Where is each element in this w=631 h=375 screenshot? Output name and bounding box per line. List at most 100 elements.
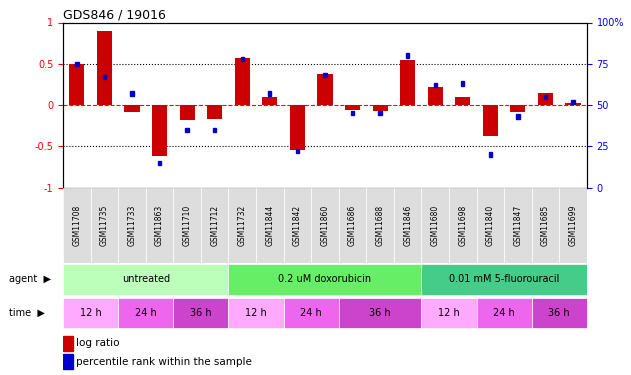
Bar [351,111,354,116]
Text: GSM11840: GSM11840 [486,204,495,246]
Bar [559,188,587,262]
Text: percentile rank within the sample: percentile rank within the sample [76,357,252,367]
Bar [228,298,283,328]
Bar [379,111,382,116]
Bar [433,83,437,87]
Bar [158,160,162,165]
Bar [97,31,112,105]
Bar [63,354,73,369]
Bar [476,298,532,328]
Text: GSM11735: GSM11735 [100,204,109,246]
Bar [406,54,410,58]
Bar [201,188,228,262]
Bar [317,74,333,105]
Bar [63,264,228,295]
Text: GSM11846: GSM11846 [403,204,412,246]
Bar [400,60,415,105]
Bar [63,188,91,262]
Text: GSM11710: GSM11710 [182,204,192,246]
Text: 24 h: 24 h [493,308,515,318]
Bar [428,87,443,105]
Text: GSM11686: GSM11686 [348,204,357,246]
Bar [544,95,547,99]
Bar [311,188,339,262]
Bar [63,336,73,351]
Text: GDS846 / 19016: GDS846 / 19016 [63,8,166,21]
Text: 36 h: 36 h [190,308,212,318]
Text: GSM11732: GSM11732 [238,204,247,246]
Bar [228,264,422,295]
Bar [422,264,587,295]
Text: time  ▶: time ▶ [9,308,45,318]
Bar [532,298,587,328]
Bar [323,73,327,77]
Bar [572,100,575,104]
Text: untreated: untreated [122,274,170,284]
Bar [228,188,256,262]
Bar [131,92,134,96]
Bar [180,105,195,120]
Text: 36 h: 36 h [369,308,391,318]
Bar [372,105,387,111]
Bar [146,188,174,262]
Bar [476,188,504,262]
Bar [69,64,85,105]
Text: 12 h: 12 h [438,308,460,318]
Bar [290,105,305,150]
Bar [124,105,139,112]
Bar [213,128,216,132]
Bar [516,114,519,118]
Text: agent  ▶: agent ▶ [9,274,52,284]
Text: 36 h: 36 h [548,308,570,318]
Text: 12 h: 12 h [245,308,267,318]
Text: GSM11733: GSM11733 [127,204,136,246]
Bar [91,188,118,262]
Bar [240,57,244,61]
Bar [532,188,559,262]
Text: 24 h: 24 h [300,308,322,318]
Bar [455,97,470,105]
Bar [75,62,78,66]
Bar [449,188,476,262]
Bar [538,93,553,105]
Bar [283,188,311,262]
Bar [422,298,476,328]
Text: 0.01 mM 5-fluorouracil: 0.01 mM 5-fluorouracil [449,274,559,284]
Text: GSM11847: GSM11847 [514,204,522,246]
Bar [510,105,526,112]
Text: GSM11860: GSM11860 [321,204,329,246]
Bar [394,188,422,262]
Bar [367,188,394,262]
Bar [345,105,360,110]
Bar [422,188,449,262]
Bar [483,105,498,136]
Bar [296,149,299,153]
Text: GSM11688: GSM11688 [375,204,384,246]
Text: 24 h: 24 h [135,308,156,318]
Bar [504,188,532,262]
Bar [207,105,222,119]
Bar [63,298,118,328]
Bar [268,92,271,96]
Bar [339,188,367,262]
Text: GSM11685: GSM11685 [541,204,550,246]
Text: GSM11698: GSM11698 [458,204,468,246]
Text: GSM11680: GSM11680 [431,204,440,246]
Bar [488,152,492,157]
Text: 0.2 uM doxorubicin: 0.2 uM doxorubicin [278,274,372,284]
Text: GSM11844: GSM11844 [266,204,274,246]
Bar [174,188,201,262]
Text: GSM11708: GSM11708 [73,204,81,246]
Bar [235,58,250,105]
Bar [256,188,283,262]
Text: GSM11712: GSM11712 [210,204,219,246]
Bar [283,298,339,328]
Text: GSM11699: GSM11699 [569,204,577,246]
Text: 12 h: 12 h [80,308,102,318]
Text: log ratio: log ratio [76,338,120,348]
Bar [174,298,228,328]
Bar [118,188,146,262]
Bar [339,298,422,328]
Bar [118,298,174,328]
Bar [103,75,106,79]
